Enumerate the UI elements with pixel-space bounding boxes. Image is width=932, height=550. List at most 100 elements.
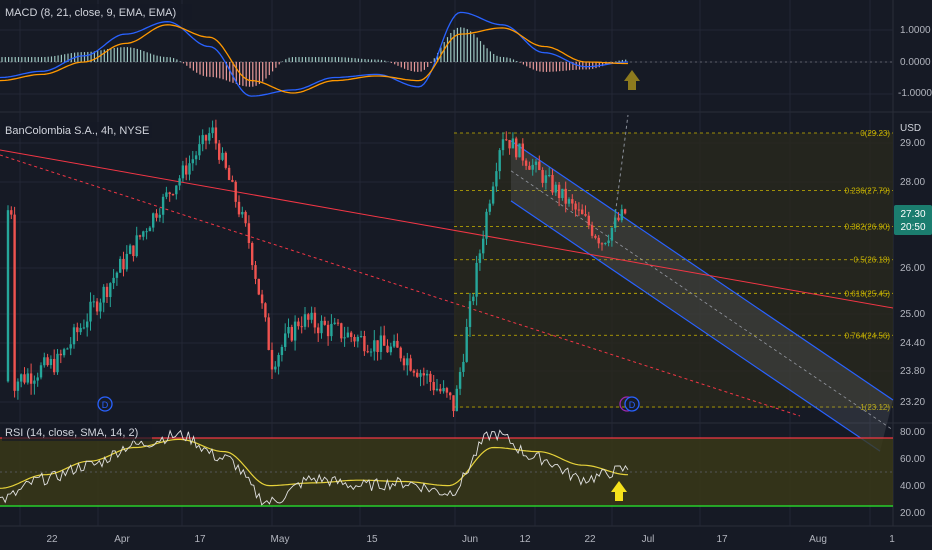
fibonacci-retracement[interactable]: 0(29.23) 0.236(27.79) 0.382(26.90) 0.5(26.1… (454, 129, 893, 412)
channel-mid-line (510, 170, 894, 431)
candle-body (284, 333, 287, 347)
time-axis[interactable]: 22 Apr 17 May 15 Jun 12 22 Jul 17 Aug 1 (46, 534, 895, 545)
event-marker-dividend-1[interactable]: D (97, 396, 113, 412)
rsi-pane[interactable]: RSI (14, close, SMA, 14, 2) 80.00 60.00 … (0, 425, 925, 519)
candle-body (33, 380, 36, 384)
candle-body (442, 388, 445, 392)
macd-pane[interactable]: MACD (8, 21, close, 9, EMA, EMA) 1.0000 … (0, 4, 932, 99)
rsi-tick-40: 40.00 (900, 481, 925, 492)
candle-body (432, 381, 435, 391)
candle-body (92, 301, 95, 303)
candle-body (521, 143, 524, 161)
candle-body (561, 188, 564, 199)
candle-body (422, 373, 425, 376)
currency-label[interactable]: USD (900, 123, 921, 134)
last-price-value: 27.30 (900, 209, 925, 220)
candle-body (330, 323, 333, 337)
trendline-dashed[interactable] (0, 154, 801, 417)
candle-body (115, 272, 119, 278)
last-price-label: 27.30 20:50 (894, 205, 932, 235)
event-marker-dividend-2[interactable]: D (619, 396, 640, 412)
candle-body (614, 217, 617, 228)
rsi-title[interactable]: RSI (14, close, SMA, 14, 2) (5, 427, 138, 439)
candle-body (66, 348, 69, 350)
projection-line (613, 114, 629, 225)
candle-body (538, 161, 541, 171)
candle-body (356, 336, 359, 342)
rsi-title-bg (2, 425, 152, 441)
channel-lower-line[interactable] (510, 200, 881, 452)
candle-body (515, 138, 518, 158)
candle-body (10, 210, 13, 215)
candle-body (429, 373, 432, 382)
candle-body (416, 372, 419, 377)
candle-body (201, 135, 204, 145)
candle-body (211, 127, 214, 134)
candle-body (409, 358, 412, 371)
candle-body (617, 217, 620, 221)
candle-body (227, 167, 231, 180)
candle-body (132, 245, 135, 257)
candle-body (208, 133, 211, 141)
candle-body (336, 322, 340, 324)
time-label-7: 22 (584, 534, 596, 545)
candle-body (29, 373, 33, 384)
candle-body (468, 301, 472, 327)
rsi-tick-80: 80.00 (900, 427, 925, 438)
macd-line (0, 11, 628, 97)
candle-body (290, 326, 293, 341)
candle-body (168, 192, 171, 195)
candle-body (425, 373, 429, 376)
candle-body (171, 194, 175, 196)
candle-body (23, 374, 26, 383)
candle-body (478, 253, 482, 263)
price-tick-3: 25.00 (900, 309, 925, 320)
time-label-8: Jul (642, 534, 655, 545)
fib-label-0.236: 0.236(27.79) (845, 186, 891, 195)
candle-body (449, 392, 452, 396)
time-label-6: 12 (519, 534, 531, 545)
candle-body (350, 332, 353, 337)
candle-body (241, 211, 244, 215)
candle-body (95, 301, 99, 312)
event-marker-label-1: D (102, 400, 109, 410)
candle-body (303, 314, 307, 327)
channel-upper-line[interactable] (510, 140, 894, 401)
candle-body (36, 377, 39, 381)
price-title[interactable]: BanColombia S.A., 4h, NYSE (5, 125, 149, 137)
time-label-4: 15 (366, 534, 378, 545)
candle-body (518, 143, 521, 158)
candle-body (161, 196, 165, 215)
candle-body (465, 326, 468, 362)
candle-body (46, 357, 49, 366)
candle-body (145, 231, 148, 233)
candle-body (188, 163, 191, 175)
candle-body (155, 213, 158, 218)
candle-body (237, 201, 241, 215)
candle-body (270, 349, 274, 370)
candle-body (244, 211, 247, 224)
rsi-line (0, 429, 629, 506)
candle-body (231, 179, 234, 182)
price-pane[interactable]: 0(29.23) 0.236(27.79) 0.382(26.90) 0.5(26.1… (0, 114, 932, 452)
macd-title[interactable]: MACD (8, 21, close, 9, EMA, EMA) (5, 7, 176, 19)
price-title-bg (2, 122, 152, 138)
fib-label-0.382: 0.382(26.90) (845, 223, 891, 232)
candle-body (577, 209, 581, 211)
candle-body (534, 161, 538, 165)
candle-body (122, 258, 125, 270)
candle-body (313, 312, 317, 328)
event-marker-label-2: D (629, 400, 636, 410)
candle-body (185, 165, 188, 175)
trendline-solid[interactable] (0, 149, 894, 309)
candle-body (551, 174, 554, 193)
candle-body (234, 181, 237, 202)
macd-signal-line (0, 24, 628, 94)
candle-body (109, 283, 112, 298)
candle-body (89, 301, 92, 322)
candle-body (402, 358, 406, 366)
candle-body (99, 302, 102, 312)
macd-tick-neg1: -1.0000 (898, 88, 932, 99)
candle-body (6, 210, 10, 382)
